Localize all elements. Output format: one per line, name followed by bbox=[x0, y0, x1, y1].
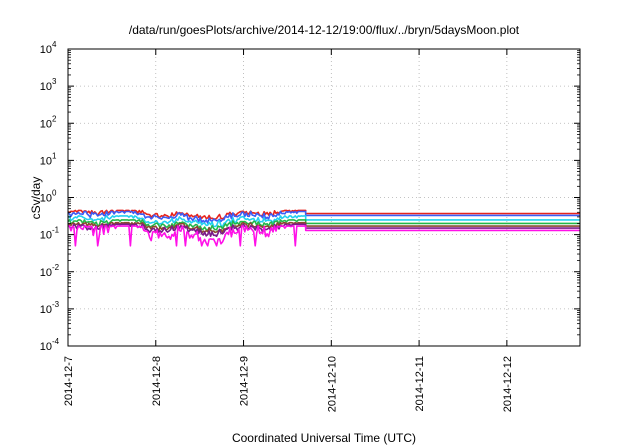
grid bbox=[68, 49, 580, 346]
y-tick-label: 10 0 bbox=[40, 189, 57, 205]
y-tick-label: 10 4 bbox=[40, 40, 57, 56]
x-axis: 2014-12-7 2014-12-8 2014-12-9 2014-12-10 201… bbox=[63, 49, 514, 412]
y-tick-exponent: 4 bbox=[52, 40, 57, 49]
series-line bbox=[67, 221, 580, 234]
y-tick-base: 10 bbox=[40, 44, 52, 56]
y-tick-base: 10 bbox=[40, 341, 52, 353]
y-tick-label: 10 3 bbox=[40, 77, 57, 93]
y-tick-label: 10 1 bbox=[40, 151, 57, 167]
y-tick-label: 10 -4 bbox=[40, 337, 60, 353]
chart-title: /data/run/goesPlots/archive/2014-12-12/1… bbox=[129, 23, 520, 37]
y-tick-exponent: -1 bbox=[52, 226, 60, 235]
y-tick-base: 10 bbox=[40, 155, 52, 167]
y-tick-exponent: -4 bbox=[52, 337, 60, 346]
y-tick-exponent: -2 bbox=[52, 263, 60, 272]
y-tick-label: 10 -3 bbox=[40, 300, 60, 316]
x-tick-label: 2014-12-7 bbox=[63, 356, 75, 406]
y-tick-exponent: 3 bbox=[52, 77, 57, 86]
y-axis-label: cSv/day bbox=[29, 177, 43, 220]
y-tick-exponent: 1 bbox=[52, 151, 57, 160]
y-tick-exponent: 0 bbox=[52, 189, 57, 198]
y-tick-exponent: 2 bbox=[52, 114, 57, 123]
y-tick-label: 10 -2 bbox=[40, 263, 60, 279]
y-tick-base: 10 bbox=[40, 267, 52, 279]
y-tick-base: 10 bbox=[40, 81, 52, 93]
y-tick-label: 10 2 bbox=[40, 114, 57, 130]
x-tick-label: 2014-12-11 bbox=[414, 356, 426, 411]
x-axis-label: Coordinated Universal Time (UTC) bbox=[232, 431, 416, 445]
y-tick-base: 10 bbox=[40, 118, 52, 130]
y-tick-exponent: -3 bbox=[52, 300, 60, 309]
series-line bbox=[67, 209, 580, 221]
y-tick-base: 10 bbox=[40, 304, 52, 316]
series-line bbox=[68, 225, 580, 247]
x-tick-label: 2014-12-10 bbox=[326, 356, 338, 412]
x-tick-label: 2014-12-12 bbox=[502, 356, 514, 412]
x-tick-label: 2014-12-9 bbox=[239, 356, 251, 406]
y-tick-label: 10 -1 bbox=[40, 226, 60, 242]
y-tick-base: 10 bbox=[40, 230, 52, 242]
series-line bbox=[67, 210, 580, 224]
y-tick-base: 10 bbox=[40, 193, 52, 205]
series-line bbox=[67, 215, 580, 228]
series-group bbox=[67, 209, 580, 247]
x-tick-label: 2014-12-8 bbox=[151, 356, 163, 406]
